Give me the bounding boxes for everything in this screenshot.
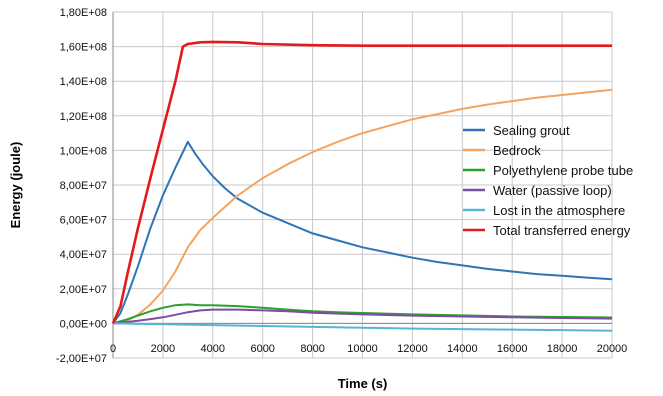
x-tick-label: 12000 bbox=[397, 343, 428, 355]
y-tick-label: 1,00E+08 bbox=[60, 145, 107, 157]
series-line-4 bbox=[112, 322, 613, 332]
x-axis-label: Time (s) bbox=[338, 376, 388, 391]
y-tick-label: -2,00E+07 bbox=[56, 353, 107, 365]
series-line-0 bbox=[112, 140, 613, 324]
y-tick-label: 4,00E+07 bbox=[60, 249, 107, 261]
series-line-5 bbox=[111, 40, 612, 324]
x-tick-labels: 0 2000 4000 6000 8000 10000 12000 14000 16000 180… bbox=[110, 343, 627, 355]
x-tick-label: 16000 bbox=[497, 343, 528, 355]
legend-entry-3: Water (passive loop) bbox=[493, 183, 612, 198]
legend-entry-0: Sealing grout bbox=[493, 123, 570, 138]
y-tick-label: 6,00E+07 bbox=[60, 215, 107, 227]
axes bbox=[112, 12, 612, 358]
series-lines bbox=[111, 40, 613, 332]
legend-entry-5: Total transferred energy bbox=[493, 223, 631, 238]
series-line-3 bbox=[112, 308, 613, 325]
series-line-2 bbox=[112, 303, 613, 325]
y-tick-label: 1,40E+08 bbox=[60, 76, 107, 88]
legend-entry-2: Polyethylene probe tube bbox=[493, 163, 633, 178]
legend: Sealing grout Bedrock Polyethylene probe t… bbox=[463, 123, 633, 238]
x-tick-label: 18000 bbox=[547, 343, 578, 355]
x-tick-label: 10000 bbox=[347, 343, 378, 355]
x-tick-label: 14000 bbox=[447, 343, 478, 355]
y-tick-labels: -2,00E+07 0,00E+00 2,00E+07 4,00E+07 6,00E+0… bbox=[56, 7, 107, 365]
y-axis-label: Energy (joule) bbox=[8, 142, 23, 229]
x-tick-label: 2000 bbox=[151, 343, 175, 355]
x-tick-label: 0 bbox=[110, 343, 116, 355]
y-tick-label: 1,20E+08 bbox=[60, 111, 107, 123]
x-tick-label: 6000 bbox=[250, 343, 274, 355]
y-tick-label: 2,00E+07 bbox=[60, 284, 107, 296]
y-tick-label: 1,60E+08 bbox=[60, 42, 107, 54]
legend-entry-1: Bedrock bbox=[493, 143, 541, 158]
x-tick-label: 4000 bbox=[201, 343, 225, 355]
y-tick-label: 8,00E+07 bbox=[60, 180, 107, 192]
y-tick-label: 1,80E+08 bbox=[60, 7, 107, 19]
legend-entry-4: Lost in the atmosphere bbox=[493, 203, 625, 218]
y-tick-label: 0,00E+00 bbox=[60, 318, 107, 330]
series-line-1 bbox=[112, 88, 613, 325]
x-tick-label: 20000 bbox=[597, 343, 628, 355]
x-tick-label: 8000 bbox=[300, 343, 324, 355]
